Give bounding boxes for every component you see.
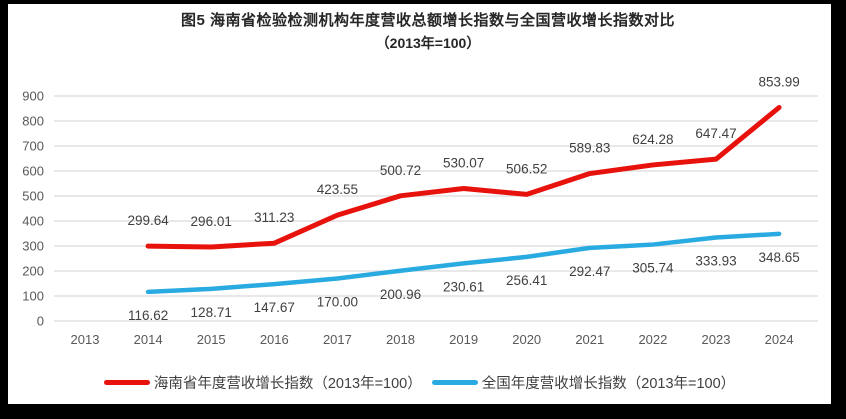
- legend-item-national: 全国年度营收增长指数（2013年=100）: [431, 372, 736, 393]
- x-axis-label: 2020: [512, 332, 541, 347]
- data-label: 333.93: [695, 254, 736, 269]
- data-label: 423.55: [317, 182, 358, 197]
- y-axis-tick-label: 300: [22, 239, 44, 254]
- x-axis-label: 2014: [134, 332, 163, 347]
- data-label: 256.41: [506, 273, 547, 288]
- data-label: 530.07: [443, 155, 484, 170]
- x-axis-label: 2017: [323, 332, 352, 347]
- data-label: 589.83: [569, 141, 610, 156]
- y-axis-tick-label: 100: [22, 289, 44, 304]
- data-label: 299.64: [127, 213, 169, 228]
- x-axis-label: 2024: [765, 332, 794, 347]
- x-axis-label: 2019: [449, 332, 478, 347]
- data-label: 170.00: [317, 295, 358, 310]
- data-label: 311.23: [254, 210, 294, 225]
- hainan-series-label: 海南省年度营收增长指数（2013年=100）: [153, 376, 422, 392]
- data-label: 292.47: [569, 264, 610, 279]
- y-axis-tick-label: 200: [22, 264, 44, 279]
- chart-legend: 海南省年度营收增长指数（2013年=100） 全国年度营收增长指数（2013年=…: [8, 372, 831, 393]
- y-axis-tick-label: 0: [37, 314, 44, 329]
- x-axis-label: 2013: [71, 332, 100, 347]
- national-series-line: [145, 231, 782, 295]
- hainan-series-line: [145, 105, 782, 250]
- data-label: 305.74: [632, 261, 674, 276]
- data-label: 116.62: [128, 308, 168, 323]
- y-axis-tick-label: 700: [22, 139, 44, 154]
- y-axis-tick-label: 900: [22, 89, 44, 104]
- data-label: 147.67: [254, 300, 295, 315]
- data-label: 624.28: [632, 132, 673, 147]
- x-axis-label: 2015: [197, 332, 226, 347]
- x-axis-label: 2018: [386, 332, 415, 347]
- y-axis-tick-label: 600: [22, 164, 44, 179]
- data-label: 296.01: [191, 214, 232, 229]
- data-label: 500.72: [380, 163, 421, 178]
- data-label: 128.71: [191, 305, 232, 320]
- data-label: 506.52: [506, 161, 547, 176]
- x-axis-label: 2023: [702, 332, 731, 347]
- data-label: 230.61: [443, 279, 484, 294]
- hainan-series-swatch: [103, 380, 150, 385]
- data-label: 853.99: [758, 75, 799, 90]
- data-label: 647.47: [695, 126, 736, 141]
- y-axis-tick-label: 500: [22, 189, 44, 204]
- x-axis-label: 2016: [260, 332, 289, 347]
- y-axis-tick-label: 800: [22, 114, 44, 129]
- chart-title-line2: （2013年=100）: [375, 35, 481, 51]
- legend-item-hainan: 海南省年度营收增长指数（2013年=100）: [103, 372, 422, 393]
- national-series-swatch: [431, 380, 478, 385]
- chart-title-line1: 图5 海南省检验检测机构年度营收总额增长指数与全国营收增长指数对比: [180, 12, 675, 29]
- chart-title: 图5 海南省检验检测机构年度营收总额增长指数与全国营收增长指数对比 （2013年…: [8, 10, 846, 54]
- y-axis-tick-label: 400: [22, 214, 44, 229]
- x-axis-label: 2021: [575, 332, 604, 347]
- x-axis-label: 2022: [638, 332, 667, 347]
- chart-background: [8, 4, 831, 404]
- data-label: 200.96: [380, 287, 421, 302]
- national-series-label: 全国年度营收增长指数（2013年=100）: [481, 376, 736, 392]
- data-label: 348.65: [758, 250, 799, 265]
